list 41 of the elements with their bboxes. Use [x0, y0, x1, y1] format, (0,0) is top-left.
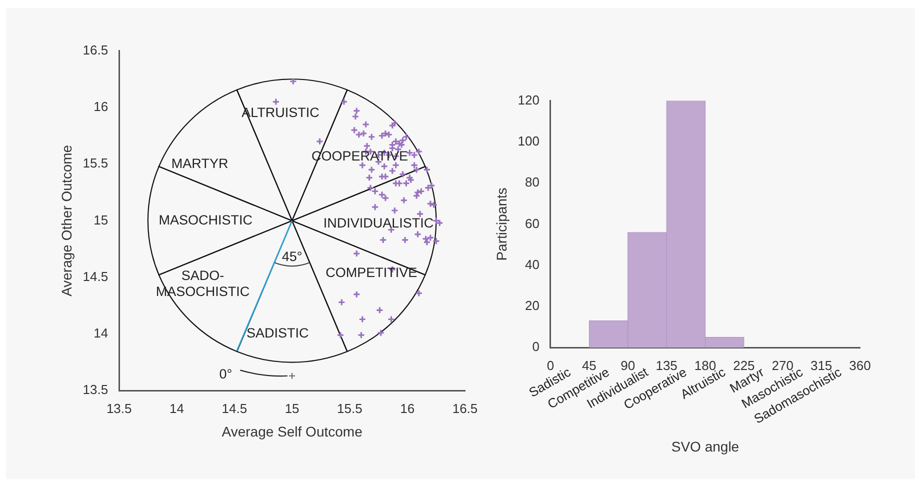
- x-tick-label: 360: [849, 358, 871, 373]
- annotation: COMPETITIVE: [326, 264, 418, 280]
- x-axis-title: Average Self Outcome: [222, 423, 363, 440]
- x-tick-label: 16: [400, 400, 415, 416]
- annotation: INDIVIDUALISTIC: [323, 215, 434, 230]
- y-tick-label: 20: [525, 298, 540, 314]
- y-tick-label: 120: [518, 92, 540, 108]
- x-tick-label: 270: [772, 358, 794, 373]
- annotation: 45°: [282, 249, 302, 264]
- y-tick-label: 40: [525, 256, 540, 272]
- x-tick-label: 45: [582, 358, 596, 373]
- y-tick-label: 0: [532, 339, 540, 354]
- y-axis-title: Average Other Outcome: [58, 144, 74, 296]
- x-tick-label: 315: [810, 358, 832, 373]
- y-axis-title: Participants: [493, 188, 510, 261]
- y-tick-label: 15: [94, 212, 108, 228]
- x-tick-label: 225: [733, 358, 755, 373]
- annotation: 0°: [219, 366, 232, 382]
- y-tick-label: 16.5: [82, 42, 108, 58]
- x-tick-label: 180: [694, 358, 716, 373]
- y-tick-label: 14.5: [82, 268, 108, 284]
- x-tick-label: 90: [620, 358, 636, 373]
- x-axis-title: SVO angle: [671, 438, 740, 454]
- y-tick-label: 60: [525, 216, 540, 231]
- x-tick-label: 16.5: [452, 400, 478, 416]
- y-tick-label: 100: [518, 134, 540, 149]
- annotation: SADISTIC: [246, 326, 310, 341]
- annotation: MASOCHISTIC: [158, 212, 253, 228]
- x-tick-label: 15.5: [337, 400, 362, 416]
- x-tick-label: 13.5: [106, 400, 132, 416]
- y-tick-label: 14: [94, 326, 108, 341]
- x-tick-label: 14: [170, 400, 184, 416]
- y-tick-label: 16: [94, 99, 108, 114]
- y-tick-label: 15.5: [82, 156, 108, 171]
- x-tick-label: 0: [546, 358, 554, 373]
- y-tick-label: 80: [525, 174, 540, 190]
- y-tick-label: 13.5: [82, 382, 108, 398]
- x-tick-label: 15: [284, 400, 300, 416]
- x-tick-label: 135: [656, 358, 678, 373]
- annotation: MARTYR: [171, 156, 228, 171]
- x-tick-label: 14.5: [222, 400, 248, 416]
